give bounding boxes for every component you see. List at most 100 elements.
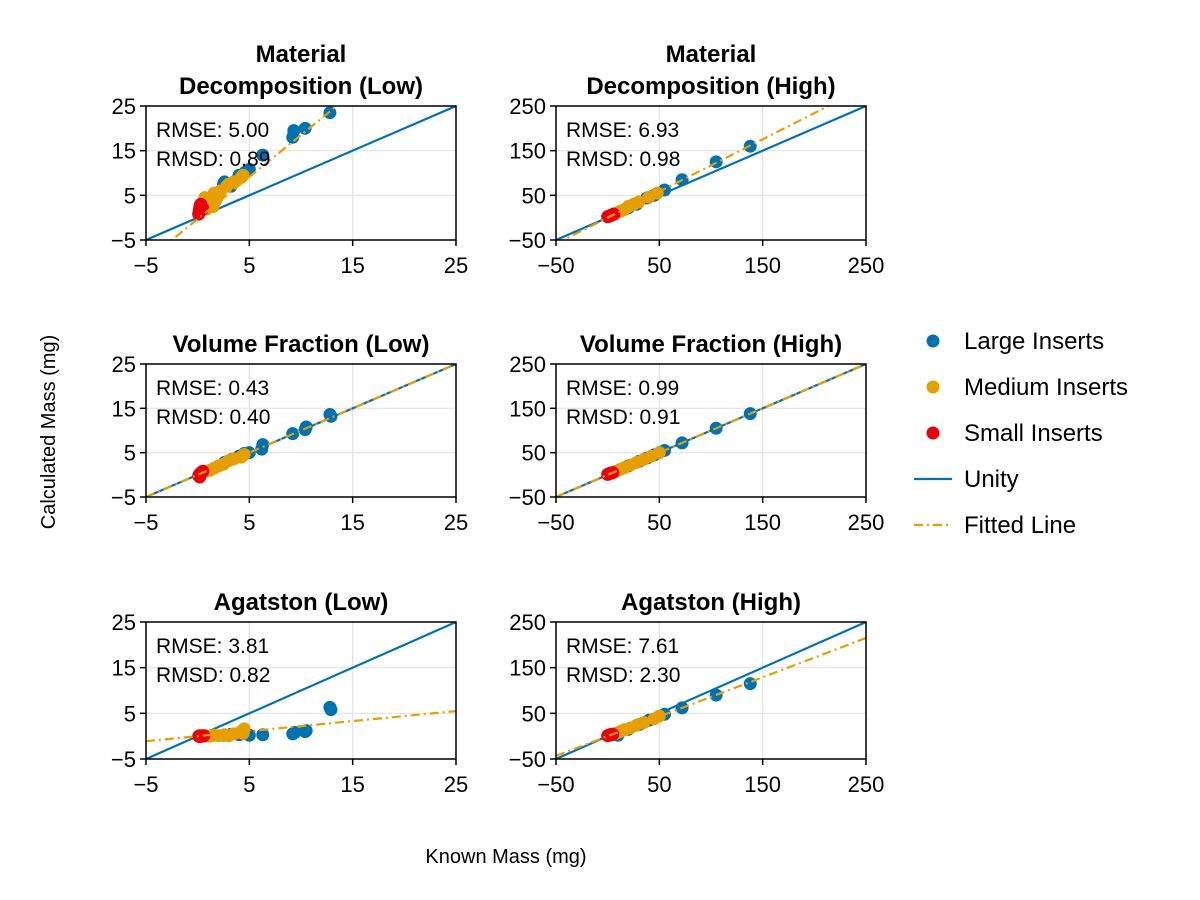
y-axis-label: Calculated Mass (mg) (38, 335, 60, 530)
panel-title: Material (256, 41, 347, 68)
panels: −5 5 15 25 −5 5 15 25 Material Decomposition (Low… (111, 41, 885, 797)
plot-area (556, 364, 866, 497)
y-tick-label: 250 (509, 352, 546, 377)
y-tick-label: 5 (124, 183, 136, 208)
series-small-inserts (601, 727, 620, 743)
y-tick-label: 15 (112, 396, 136, 421)
y-tick-label: 250 (509, 610, 546, 635)
plot-area (146, 106, 456, 240)
y-tick-label: 5 (124, 441, 136, 466)
x-tick-label: −5 (133, 510, 158, 535)
x-tick-label: 25 (444, 253, 468, 278)
x-tick-label: 5 (243, 510, 255, 535)
data-point (237, 447, 251, 461)
x-tick-label: 250 (848, 253, 885, 278)
legend-marker (926, 334, 940, 348)
panel-4: −50 50 150 250 −50 50 150 250 Volume Fraction (H… (509, 331, 885, 535)
stat-annotation: RMSE: 5.00 (156, 119, 269, 142)
y-tick-label: −5 (111, 485, 136, 510)
data-point (298, 121, 312, 135)
legend-item: Small Inserts (926, 420, 1103, 447)
stat-annotation: RMSD: 0.98 (566, 148, 680, 171)
x-tick-label: 5 (243, 772, 255, 797)
stat-annotation: RMSE: 7.61 (566, 635, 679, 658)
x-tick-label: 150 (744, 510, 781, 535)
axes-frame (555, 105, 867, 241)
stat-annotation: RMSE: 0.43 (156, 377, 269, 400)
data-point (193, 730, 207, 744)
data-point (632, 195, 646, 209)
y-tick-label: 25 (112, 610, 136, 635)
stat-annotation: RMSE: 6.93 (566, 119, 679, 142)
y-tick-label: 50 (522, 183, 546, 208)
legend-label: Medium Inserts (964, 374, 1128, 401)
legend-marker (926, 426, 940, 440)
x-tick-label: 15 (340, 253, 364, 278)
x-tick-label: 150 (744, 253, 781, 278)
x-tick-label: −5 (133, 772, 158, 797)
x-tick-label: 25 (444, 772, 468, 797)
stat-annotation: RMSE: 0.99 (566, 377, 679, 400)
axes-frame (145, 363, 457, 498)
legend-label: Fitted Line (964, 512, 1076, 539)
x-tick-label: 150 (744, 772, 781, 797)
legend-label: Small Inserts (964, 420, 1103, 447)
legend-item: Large Inserts (926, 328, 1104, 355)
y-tick-label: 15 (112, 656, 136, 681)
data-point (650, 186, 664, 200)
stat-annotation: RMSD: 0.91 (566, 406, 680, 429)
panel-title: Decomposition (Low) (179, 73, 423, 100)
y-tick-label: −50 (509, 228, 546, 253)
data-point (256, 728, 270, 742)
stat-annotation: RMSE: 3.81 (156, 635, 269, 658)
x-tick-label: 15 (340, 772, 364, 797)
x-tick-label: 25 (444, 510, 468, 535)
y-tick-label: −5 (111, 228, 136, 253)
fitted-line (561, 106, 831, 240)
x-tick-label: 50 (647, 510, 671, 535)
plot-area (146, 622, 456, 759)
legend-label: Large Inserts (964, 328, 1104, 355)
panel-title: Material (666, 41, 757, 68)
panel-5: −5 5 15 25 −5 5 15 25 Agatston (Low) RMSE: 3.81 RM… (111, 589, 468, 797)
stat-annotation: RMSD: 2.30 (566, 664, 680, 687)
x-tick-label: 50 (647, 772, 671, 797)
data-point (288, 726, 302, 740)
axes-frame (145, 105, 457, 241)
series-small-inserts (192, 197, 210, 221)
data-point (256, 148, 270, 162)
panel-title: Volume Fraction (High) (580, 331, 842, 358)
fitted-line (146, 709, 456, 743)
legend-item: Fitted Line (914, 512, 1076, 539)
plot-area (556, 106, 866, 240)
y-tick-label: 150 (509, 656, 546, 681)
data-point (299, 724, 313, 738)
x-tick-label: −50 (537, 772, 574, 797)
legend: Large Inserts Medium Inserts Small Inserts… (914, 328, 1128, 539)
y-tick-label: 25 (112, 352, 136, 377)
x-tick-label: −50 (537, 510, 574, 535)
y-tick-label: 50 (522, 701, 546, 726)
legend-marker (926, 380, 940, 394)
axes-frame (555, 621, 867, 760)
x-tick-label: 5 (243, 253, 255, 278)
x-tick-label: 250 (848, 772, 885, 797)
y-tick-label: 150 (509, 139, 546, 164)
x-tick-label: 15 (340, 510, 364, 535)
plot-area (146, 364, 456, 497)
data-point (652, 446, 666, 460)
data-point (287, 124, 301, 138)
y-tick-label: 150 (509, 396, 546, 421)
axes-frame (555, 363, 867, 498)
stat-annotation: RMSD: 0.40 (156, 406, 270, 429)
panel-title: Agatston (High) (621, 589, 801, 616)
panel-title: Volume Fraction (Low) (173, 331, 430, 358)
data-point (255, 442, 269, 456)
y-tick-label: −5 (111, 747, 136, 772)
axes-frame (145, 621, 457, 760)
data-point (652, 709, 666, 723)
panel-title: Decomposition (High) (586, 73, 835, 100)
panel-6: −50 50 150 250 −50 50 150 250 Agatston (High) RMS… (509, 589, 885, 797)
data-point (323, 700, 337, 714)
y-tick-label: 50 (522, 441, 546, 466)
